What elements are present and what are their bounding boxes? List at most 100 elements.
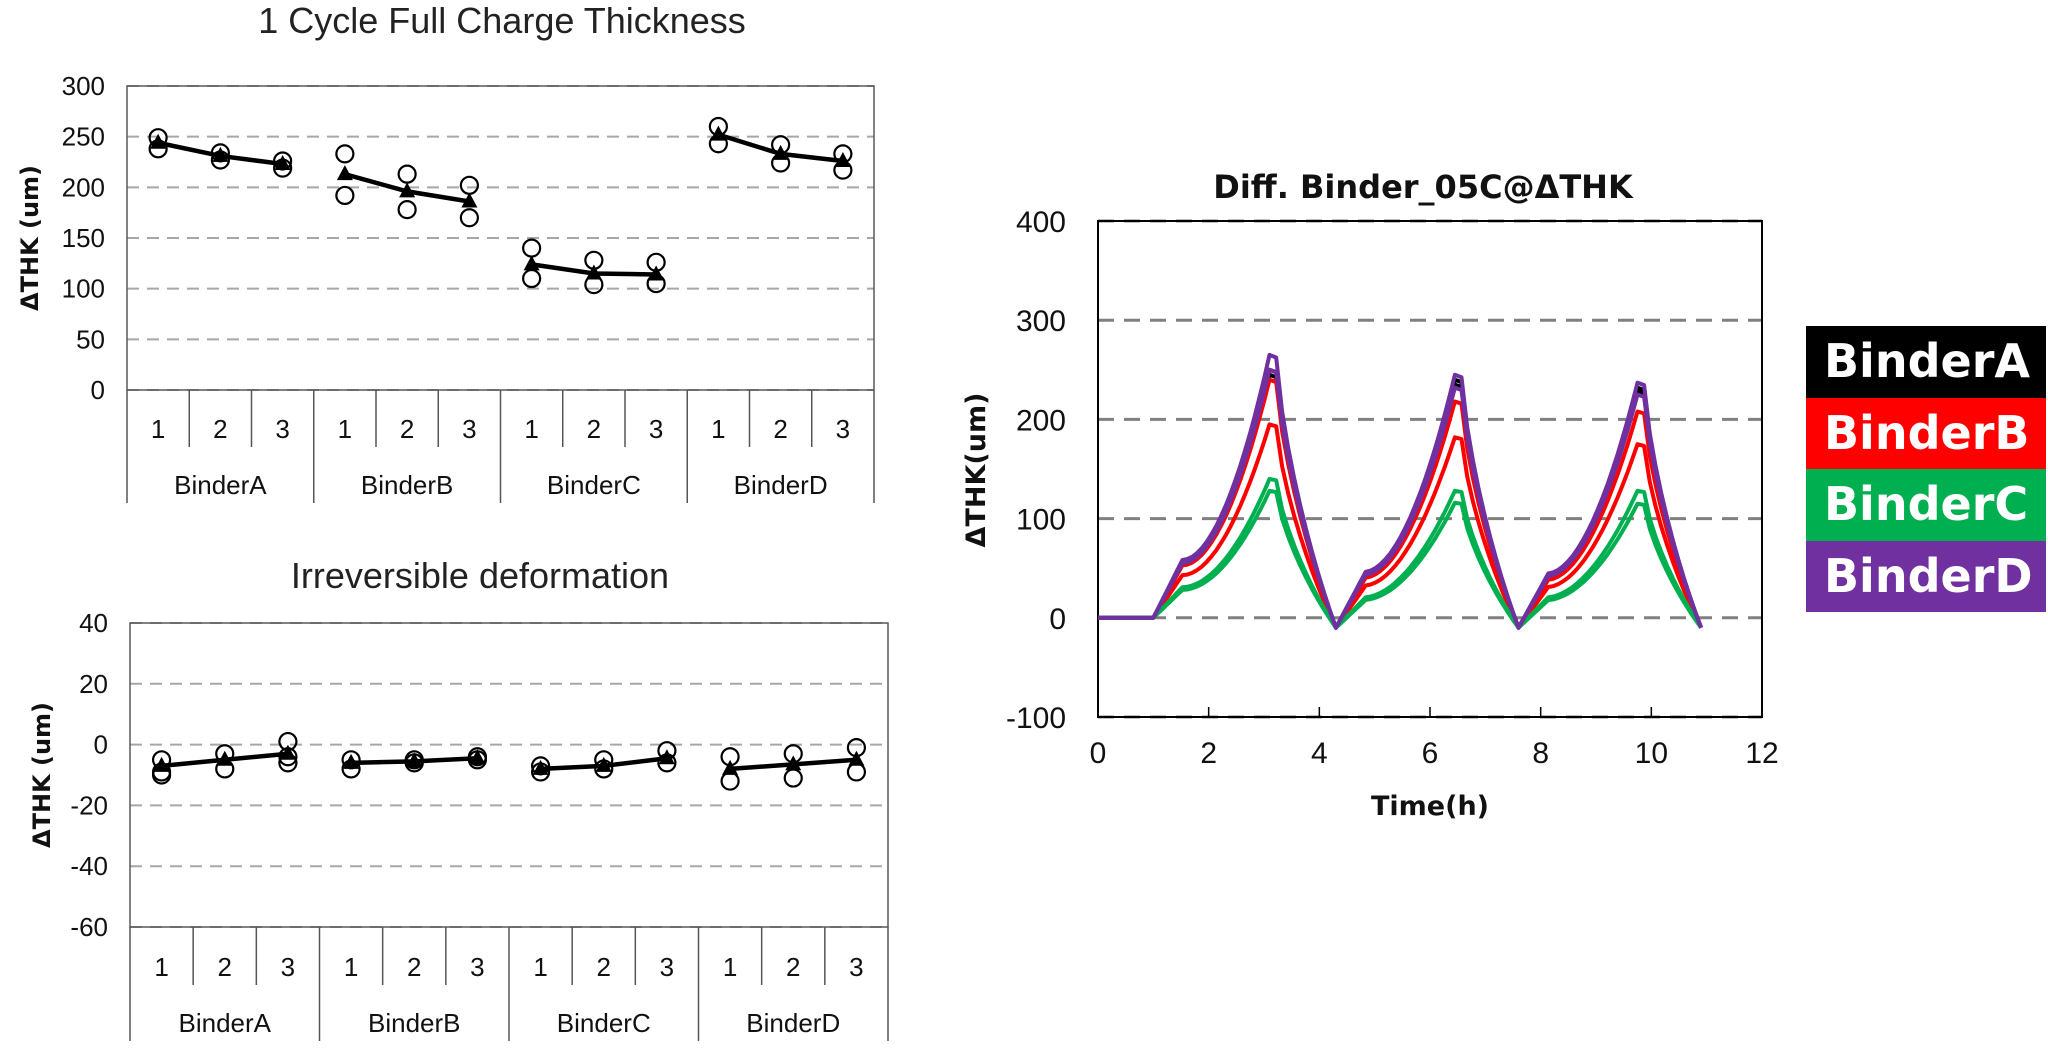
y-tick-label: 200 bbox=[1016, 404, 1066, 437]
y-tick-label: -20 bbox=[70, 790, 108, 820]
x-tick-label: 2 bbox=[218, 952, 232, 982]
x-tick-label: 2 bbox=[773, 414, 787, 444]
series-line-binderc bbox=[1098, 476, 1703, 630]
irreversible-deformation-chart: Irreversible deformation ΔTHK (um) -60 -4… bbox=[28, 555, 889, 1041]
x-tick-label: 3 bbox=[836, 414, 850, 444]
sample-point bbox=[522, 268, 542, 289]
plot-area bbox=[126, 85, 875, 391]
legend-label: BinderD bbox=[1824, 548, 2033, 603]
group-label: BinderC bbox=[547, 470, 641, 500]
y-tick-label: 40 bbox=[79, 608, 108, 638]
sample-point bbox=[335, 144, 355, 164]
sample-point bbox=[335, 185, 355, 206]
y-tick-label: 300 bbox=[1016, 305, 1066, 338]
mean-marker bbox=[343, 753, 360, 769]
x-tick-label: 1 bbox=[711, 414, 725, 444]
y-axis-label: ΔTHK (um) bbox=[28, 702, 56, 848]
mean-marker bbox=[399, 182, 416, 198]
mean-marker bbox=[834, 151, 851, 167]
y-tick-label: 300 bbox=[62, 71, 105, 101]
chart-title: Diff. Binder_05C@ΔTHK bbox=[1213, 168, 1634, 206]
sample-point bbox=[522, 238, 542, 258]
chart-title: 1 Cycle Full Charge Thickness bbox=[258, 0, 746, 41]
series-line-binderc bbox=[1098, 488, 1703, 630]
plot-area bbox=[129, 622, 889, 928]
sample-point bbox=[397, 164, 417, 184]
x-tick-label: 6 bbox=[1422, 737, 1439, 770]
mean-marker bbox=[595, 756, 612, 772]
x-tick-label: 1 bbox=[154, 952, 168, 982]
series-line-binderd bbox=[1098, 352, 1703, 630]
mean-marker bbox=[469, 749, 486, 765]
sample-point bbox=[397, 200, 417, 220]
x-tick-label: 3 bbox=[660, 952, 674, 982]
mean-marker bbox=[461, 192, 478, 208]
y-tick-label: -40 bbox=[70, 851, 108, 881]
x-tick-label: 1 bbox=[151, 414, 165, 444]
chart-title: Irreversible deformation bbox=[291, 555, 669, 596]
legend-item-binder-b: BinderB bbox=[1806, 397, 2046, 469]
x-tick-label: 12 bbox=[1745, 737, 1778, 770]
x-tick-label: 2 bbox=[407, 952, 421, 982]
mean-marker bbox=[710, 125, 727, 141]
mean-marker bbox=[848, 750, 865, 766]
sample-point bbox=[846, 762, 867, 782]
x-axis-label: Time(h) bbox=[1371, 791, 1489, 822]
y-tick-label: 50 bbox=[76, 324, 105, 354]
mean-marker bbox=[216, 750, 233, 766]
x-tick-label: 1 bbox=[524, 414, 538, 444]
group-label: BinderB bbox=[361, 470, 454, 500]
x-tick-label: 3 bbox=[462, 414, 476, 444]
legend-item-binder-d: BinderD bbox=[1806, 540, 2046, 612]
y-tick-label: 20 bbox=[79, 669, 108, 699]
y-tick-label: 100 bbox=[1016, 504, 1066, 537]
x-tick-label: 1 bbox=[533, 952, 547, 982]
mean-marker bbox=[279, 744, 296, 760]
mean-marker bbox=[585, 264, 602, 280]
binder-thickness-time-chart: Diff. Binder_05C@ΔTHK ΔTHK(um) Time(h) -… bbox=[961, 168, 1779, 822]
x-tick-label: 10 bbox=[1635, 737, 1668, 770]
sample-point bbox=[720, 771, 740, 791]
legend-label: BinderC bbox=[1824, 477, 2029, 531]
x-tick-label: 3 bbox=[649, 414, 663, 444]
mean-marker bbox=[532, 759, 549, 775]
group-label: BinderA bbox=[179, 1008, 272, 1038]
legend-item-binder-c: BinderC bbox=[1806, 469, 2046, 541]
x-tick-label: 3 bbox=[470, 952, 484, 982]
mean-marker bbox=[274, 155, 291, 171]
group-label: BinderD bbox=[746, 1008, 840, 1038]
mean-marker bbox=[658, 749, 675, 765]
x-tick-label: 3 bbox=[849, 952, 863, 982]
y-tick-label: -100 bbox=[1006, 702, 1066, 735]
group-label: BinderA bbox=[174, 470, 267, 500]
mean-marker bbox=[648, 265, 665, 281]
mean-marker bbox=[212, 146, 229, 162]
mean-marker bbox=[406, 752, 423, 768]
y-tick-label: 0 bbox=[91, 375, 105, 405]
y-tick-label: 150 bbox=[62, 223, 105, 253]
series-line-binderd bbox=[1098, 367, 1703, 630]
x-tick-label: 2 bbox=[1200, 737, 1217, 770]
x-tick-label: 2 bbox=[597, 952, 611, 982]
full-charge-thickness-chart: 1 Cycle Full Charge Thickness ΔTHK (um) … bbox=[16, 0, 875, 503]
x-tick-label: 4 bbox=[1311, 737, 1328, 770]
y-axis-label: ΔTHK (um) bbox=[16, 165, 44, 311]
group-label: BinderD bbox=[734, 470, 828, 500]
y-tick-label: 0 bbox=[94, 730, 108, 760]
sample-point bbox=[459, 208, 479, 228]
series-line-binderb bbox=[1098, 422, 1703, 630]
y-tick-label: 250 bbox=[62, 122, 105, 152]
x-tick-label: 8 bbox=[1532, 737, 1549, 770]
mean-marker bbox=[722, 759, 739, 775]
x-tick-label: 2 bbox=[400, 414, 414, 444]
legend-label: BinderB bbox=[1824, 405, 2030, 460]
x-tick-label: 1 bbox=[723, 952, 737, 982]
y-tick-label: 0 bbox=[1049, 603, 1066, 636]
x-tick-label: 3 bbox=[275, 414, 289, 444]
mean-marker bbox=[336, 165, 353, 181]
mean-marker bbox=[150, 133, 167, 149]
mean-marker bbox=[772, 144, 789, 160]
x-tick-label: 2 bbox=[786, 952, 800, 982]
group-label: BinderC bbox=[557, 1008, 651, 1038]
